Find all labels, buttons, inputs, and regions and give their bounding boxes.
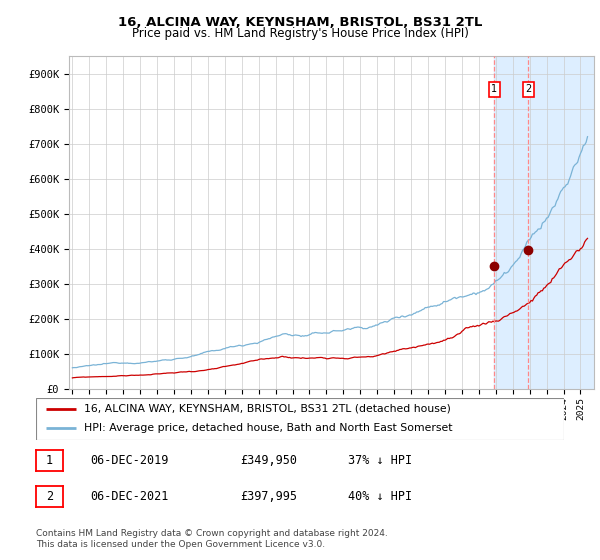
Text: HPI: Average price, detached house, Bath and North East Somerset: HPI: Average price, detached house, Bath…: [83, 423, 452, 433]
Text: 37% ↓ HPI: 37% ↓ HPI: [348, 454, 412, 467]
Text: 06-DEC-2021: 06-DEC-2021: [90, 490, 169, 503]
Text: Price paid vs. HM Land Registry's House Price Index (HPI): Price paid vs. HM Land Registry's House …: [131, 27, 469, 40]
Text: Contains HM Land Registry data © Crown copyright and database right 2024.
This d: Contains HM Land Registry data © Crown c…: [36, 529, 388, 549]
FancyBboxPatch shape: [36, 398, 564, 440]
Text: 16, ALCINA WAY, KEYNSHAM, BRISTOL, BS31 2TL (detached house): 16, ALCINA WAY, KEYNSHAM, BRISTOL, BS31 …: [83, 404, 451, 414]
Text: 2: 2: [525, 85, 532, 94]
Text: £397,995: £397,995: [240, 490, 297, 503]
Bar: [494, 56, 594, 389]
Text: 16, ALCINA WAY, KEYNSHAM, BRISTOL, BS31 2TL: 16, ALCINA WAY, KEYNSHAM, BRISTOL, BS31 …: [118, 16, 482, 29]
Text: 40% ↓ HPI: 40% ↓ HPI: [348, 490, 412, 503]
Text: 1: 1: [491, 85, 497, 94]
Text: 06-DEC-2019: 06-DEC-2019: [90, 454, 169, 467]
Text: £349,950: £349,950: [240, 454, 297, 467]
Text: 1: 1: [46, 454, 53, 467]
Text: 2: 2: [46, 490, 53, 503]
